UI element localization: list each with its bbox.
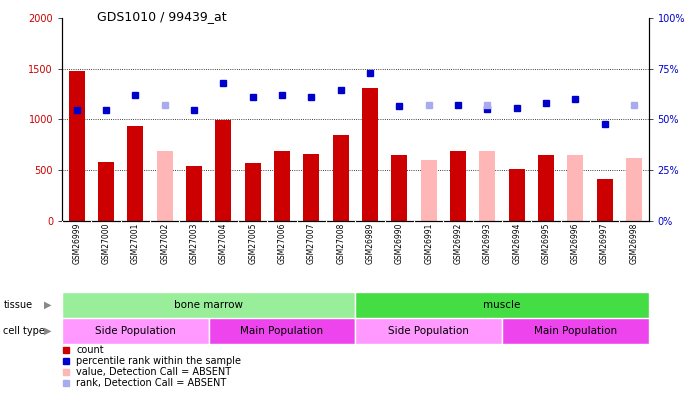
Text: bone marrow: bone marrow (174, 300, 243, 310)
Bar (333, 134, 348, 221)
Bar (355, 292, 649, 318)
Text: rank, Detection Call = ABSENT: rank, Detection Call = ABSENT (76, 378, 226, 388)
Text: GDS1010 / 99439_at: GDS1010 / 99439_at (97, 10, 226, 23)
Text: GSM26995: GSM26995 (542, 223, 551, 264)
Text: GSM27006: GSM27006 (277, 223, 286, 264)
Text: count: count (76, 345, 104, 355)
Text: muscle: muscle (483, 300, 521, 310)
Bar (355, 318, 502, 344)
Text: GSM26993: GSM26993 (483, 223, 492, 264)
Text: GSM27000: GSM27000 (101, 223, 110, 264)
Text: GSM26996: GSM26996 (571, 223, 580, 264)
Text: ▶: ▶ (43, 326, 51, 336)
Bar (215, 121, 231, 221)
Text: GSM26999: GSM26999 (72, 223, 81, 264)
Text: GSM27007: GSM27007 (307, 223, 316, 264)
Text: GSM27004: GSM27004 (219, 223, 228, 264)
Text: value, Detection Call = ABSENT: value, Detection Call = ABSENT (76, 367, 231, 377)
Text: Side Population: Side Population (388, 326, 469, 336)
Text: GSM27001: GSM27001 (131, 223, 140, 264)
Text: percentile rank within the sample: percentile rank within the sample (76, 356, 242, 366)
Text: GSM26991: GSM26991 (424, 223, 433, 264)
Bar (304, 154, 319, 221)
Bar (98, 162, 114, 221)
Text: cell type: cell type (3, 326, 46, 336)
Bar (597, 179, 613, 221)
Bar (186, 166, 202, 221)
Bar (502, 318, 649, 344)
Bar (62, 318, 208, 344)
Text: GSM26998: GSM26998 (629, 223, 638, 264)
Text: GSM26992: GSM26992 (453, 223, 462, 264)
Bar (69, 71, 85, 221)
Bar (157, 151, 172, 221)
Bar (274, 151, 290, 221)
Text: GSM26994: GSM26994 (512, 223, 521, 264)
Bar (128, 126, 144, 221)
Text: GSM27005: GSM27005 (248, 223, 257, 264)
Text: GSM27002: GSM27002 (160, 223, 169, 264)
Bar (538, 155, 554, 221)
Text: Main Population: Main Population (241, 326, 324, 336)
Bar (208, 318, 355, 344)
Text: GSM27008: GSM27008 (336, 223, 345, 264)
Text: GSM27003: GSM27003 (190, 223, 199, 264)
Bar (245, 163, 261, 221)
Bar (362, 88, 378, 221)
Bar (450, 151, 466, 221)
Text: tissue: tissue (3, 300, 32, 310)
Bar (480, 151, 495, 221)
Text: GSM26997: GSM26997 (600, 223, 609, 264)
Text: Side Population: Side Population (95, 326, 176, 336)
Text: GSM26989: GSM26989 (366, 223, 375, 264)
Bar (626, 158, 642, 221)
Bar (509, 169, 524, 221)
Text: ▶: ▶ (43, 300, 51, 310)
Bar (62, 292, 355, 318)
Text: Main Population: Main Population (534, 326, 617, 336)
Bar (421, 160, 437, 221)
Text: GSM26990: GSM26990 (395, 223, 404, 264)
Bar (391, 155, 407, 221)
Bar (567, 155, 583, 221)
